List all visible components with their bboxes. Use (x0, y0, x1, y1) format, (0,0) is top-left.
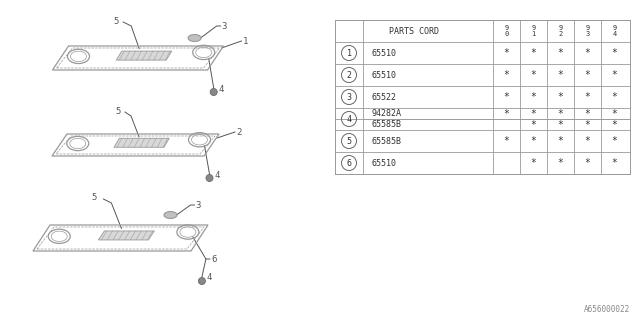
Polygon shape (99, 231, 154, 240)
Text: 9
4: 9 4 (612, 25, 616, 37)
Text: 65510: 65510 (371, 158, 396, 167)
Text: *: * (584, 108, 591, 118)
Text: *: * (612, 48, 618, 58)
Text: *: * (531, 92, 536, 102)
Text: 4: 4 (214, 171, 220, 180)
Text: 4: 4 (346, 115, 351, 124)
Text: *: * (531, 108, 536, 118)
Text: 3: 3 (221, 21, 227, 30)
Text: *: * (584, 119, 591, 130)
Text: 2: 2 (346, 70, 351, 79)
Text: *: * (504, 48, 509, 58)
Text: 6: 6 (346, 158, 351, 167)
Text: *: * (531, 136, 536, 146)
Text: *: * (531, 48, 536, 58)
Text: 5: 5 (115, 107, 120, 116)
Text: 1: 1 (243, 36, 248, 45)
Text: *: * (531, 158, 536, 168)
Ellipse shape (188, 35, 201, 42)
Text: 5: 5 (346, 137, 351, 146)
Text: *: * (612, 136, 618, 146)
Text: 4: 4 (219, 84, 224, 93)
Text: *: * (557, 119, 563, 130)
Text: *: * (612, 92, 618, 102)
Text: *: * (504, 108, 509, 118)
Text: *: * (557, 48, 563, 58)
Text: 65585B: 65585B (371, 137, 401, 146)
Text: *: * (584, 158, 591, 168)
Text: 65585B: 65585B (371, 120, 401, 129)
Text: 5: 5 (92, 194, 97, 203)
Text: *: * (531, 70, 536, 80)
Text: *: * (504, 136, 509, 146)
Text: 1: 1 (346, 49, 351, 58)
Text: 65522: 65522 (371, 92, 396, 101)
Text: PARTS CORD: PARTS CORD (389, 27, 439, 36)
Text: 4: 4 (207, 274, 212, 283)
Polygon shape (114, 138, 169, 147)
Text: *: * (557, 158, 563, 168)
Text: *: * (531, 119, 536, 130)
Text: 2: 2 (236, 127, 241, 137)
Circle shape (206, 174, 213, 181)
Text: *: * (612, 108, 618, 118)
Text: *: * (557, 92, 563, 102)
Text: 9
2: 9 2 (558, 25, 563, 37)
Text: 94282A: 94282A (371, 109, 401, 118)
Text: 65510: 65510 (371, 49, 396, 58)
Text: *: * (584, 48, 591, 58)
Text: *: * (557, 70, 563, 80)
Text: *: * (557, 136, 563, 146)
Text: *: * (612, 158, 618, 168)
Text: 5: 5 (113, 17, 118, 26)
Text: *: * (504, 70, 509, 80)
Text: *: * (504, 92, 509, 102)
Text: 9
0: 9 0 (504, 25, 509, 37)
Text: A656000022: A656000022 (584, 305, 630, 314)
Text: 3: 3 (195, 201, 201, 210)
Text: 3: 3 (346, 92, 351, 101)
Text: *: * (584, 92, 591, 102)
Text: *: * (557, 108, 563, 118)
Text: 6: 6 (211, 254, 216, 263)
Text: 65510: 65510 (371, 70, 396, 79)
Circle shape (198, 277, 205, 284)
Text: 9
3: 9 3 (586, 25, 589, 37)
Text: *: * (612, 70, 618, 80)
Text: 9
1: 9 1 (531, 25, 536, 37)
Ellipse shape (164, 212, 177, 219)
Text: *: * (584, 136, 591, 146)
Text: *: * (584, 70, 591, 80)
Polygon shape (116, 51, 172, 60)
Text: *: * (612, 119, 618, 130)
Circle shape (210, 89, 217, 95)
